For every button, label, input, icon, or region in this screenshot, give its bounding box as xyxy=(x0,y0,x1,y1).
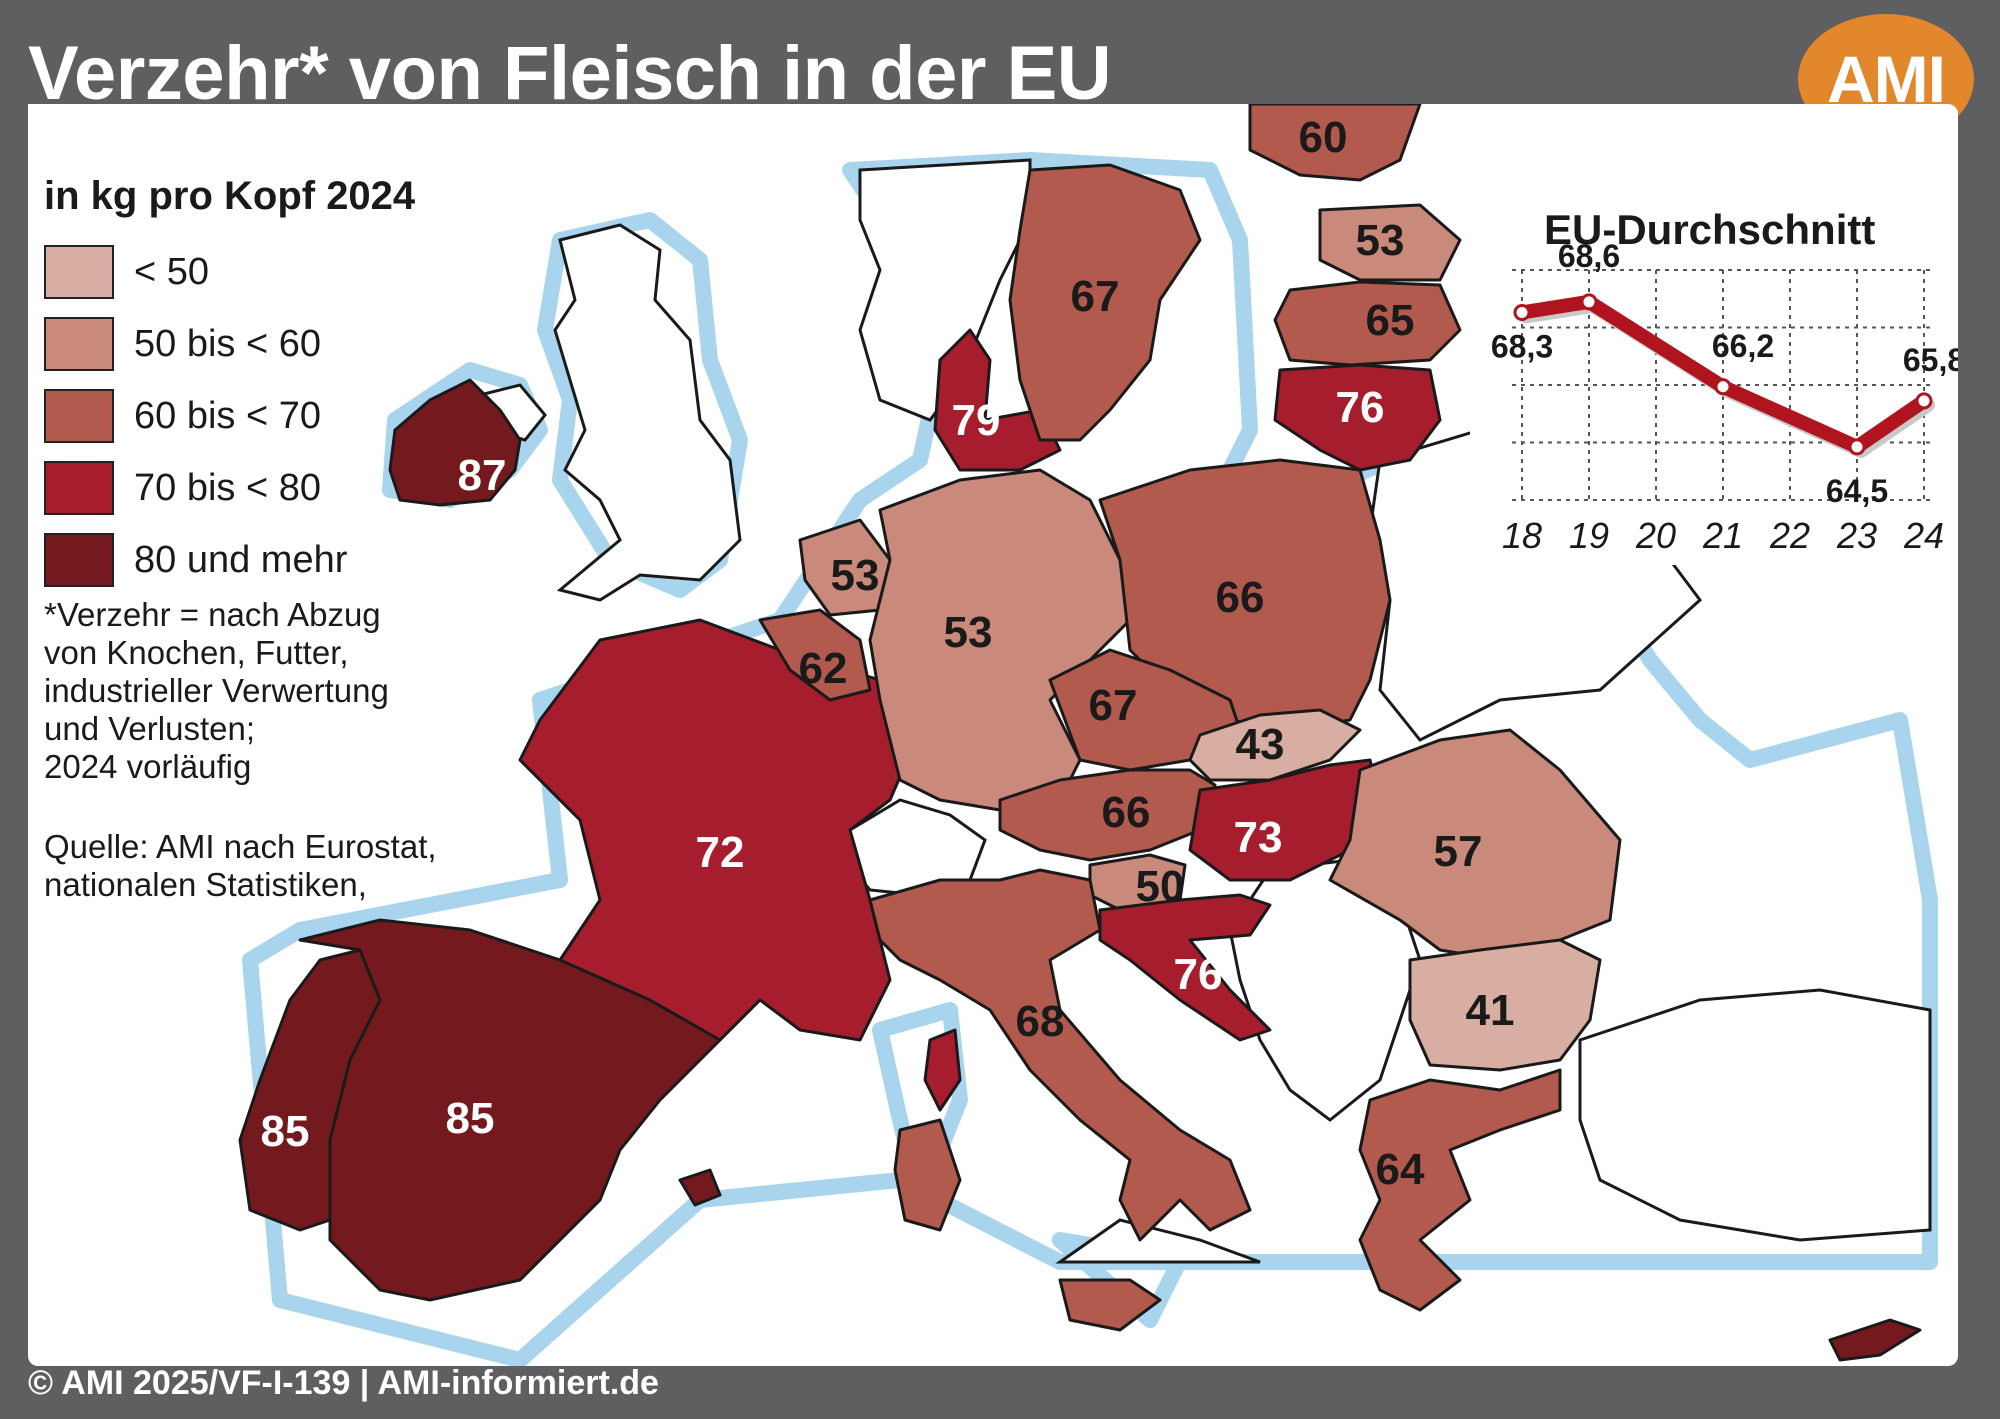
footer-copyright: © AMI 2025/VF-I-139 | AMI-informiert.de xyxy=(28,1364,659,1402)
map-panel: 87 85 85 72 79 76 73 76 67 65 66 67 66 6… xyxy=(28,104,1958,1366)
data-point xyxy=(1848,438,1866,456)
legend-label: 60 bis < 70 xyxy=(134,394,321,437)
legend-item: 60 bis < 70 xyxy=(44,380,347,452)
legend-swatch xyxy=(44,389,114,443)
legend-title: in kg pro Kopf 2024 xyxy=(44,174,416,218)
sicily-shape xyxy=(1058,1278,1162,1332)
x-tick-label: 21 xyxy=(1702,515,1743,556)
map-value-italy: 68 xyxy=(1016,997,1065,1046)
footnote: *Verzehr = nach Abzug von Knochen, Futte… xyxy=(44,596,389,785)
sweden-shape xyxy=(1008,163,1202,442)
map-value-hungary: 73 xyxy=(1234,813,1283,862)
poland-shape xyxy=(1098,458,1392,732)
legend-swatch xyxy=(44,245,114,299)
map-value-netherlands: 53 xyxy=(831,551,880,600)
map-value-spain: 85 xyxy=(446,1094,495,1143)
corsica-shape xyxy=(923,1028,962,1112)
data-point xyxy=(1513,303,1531,321)
balearics-shape xyxy=(678,1168,722,1207)
greece-shape xyxy=(1358,1068,1562,1312)
spain-shape xyxy=(298,918,722,1302)
data-label: 64,5 xyxy=(1826,473,1888,509)
map-value-estonia: 53 xyxy=(1356,216,1405,265)
x-tick-label: 22 xyxy=(1769,515,1810,556)
croatia-shape xyxy=(1098,893,1272,1042)
source-note: Quelle: AMI nach Eurostat, nationalen St… xyxy=(44,828,437,903)
data-label: 68,3 xyxy=(1491,328,1553,364)
data-label: 65,8 xyxy=(1903,342,1958,378)
x-tick-label: 23 xyxy=(1836,515,1877,556)
map-value-sweden: 67 xyxy=(1071,272,1120,321)
europe-map: 87 85 85 72 79 76 73 76 67 65 66 67 66 6… xyxy=(238,104,1958,1366)
data-point xyxy=(1714,378,1732,396)
map-value-greece: 64 xyxy=(1376,1145,1425,1194)
legend-swatch xyxy=(44,317,114,371)
map-value-portugal: 85 xyxy=(261,1107,310,1156)
map-value-bulgaria: 41 xyxy=(1466,986,1515,1035)
legend-label: < 50 xyxy=(134,250,210,293)
italy-shape xyxy=(868,868,1252,1242)
x-tick-label: 18 xyxy=(1502,515,1542,556)
sardinia-shape xyxy=(893,1118,962,1232)
legend-label: 70 bis < 80 xyxy=(134,466,321,509)
lithuania-shape xyxy=(1273,363,1442,472)
x-tick-label: 20 xyxy=(1635,515,1676,556)
data-point xyxy=(1580,293,1598,311)
bulgaria-shape xyxy=(1408,938,1602,1072)
logo-text: AMI xyxy=(1827,42,1946,116)
africa-shape xyxy=(1055,1218,1261,1264)
finland-shape xyxy=(1248,104,1422,182)
map-value-czechia: 67 xyxy=(1089,681,1138,730)
page-title: Verzehr* von Fleisch in der EU xyxy=(28,31,1112,116)
latvia-shape xyxy=(1273,280,1462,367)
legend: < 50 50 bis < 60 60 bis < 70 70 bis < 80… xyxy=(44,236,347,596)
legend-item: 70 bis < 80 xyxy=(44,452,347,524)
legend-swatch xyxy=(44,461,114,515)
map-value-finland: 60 xyxy=(1299,113,1348,162)
map-value-romania: 57 xyxy=(1434,827,1483,876)
estonia-shape xyxy=(1318,203,1462,282)
legend-item: < 50 xyxy=(44,236,347,308)
map-value-poland: 66 xyxy=(1216,573,1265,622)
map-value-austria: 66 xyxy=(1102,788,1151,837)
map-value-slovenia: 50 xyxy=(1136,862,1185,911)
map-value-latvia: 65 xyxy=(1366,296,1415,345)
belgium-shape xyxy=(758,608,872,702)
map-value-france: 72 xyxy=(696,828,745,877)
slovakia-shape xyxy=(1188,708,1362,782)
turkey-shape xyxy=(1578,988,1932,1242)
x-tick-label: 24 xyxy=(1903,515,1944,556)
map-value-germany: 53 xyxy=(944,608,993,657)
map-value-belgium: 62 xyxy=(799,644,848,693)
data-point xyxy=(1915,392,1933,410)
legend-label: 50 bis < 60 xyxy=(134,322,321,365)
ireland-shape xyxy=(388,378,522,507)
legend-swatch xyxy=(44,533,114,587)
map-value-ireland: 87 xyxy=(458,451,507,500)
map-value-croatia: 76 xyxy=(1174,950,1223,999)
data-label: 66,2 xyxy=(1712,328,1774,364)
cyprus-shape xyxy=(1828,1318,1922,1362)
map-value-lithuania: 76 xyxy=(1336,383,1385,432)
great-britain-shape xyxy=(553,223,742,602)
x-tick-label: 19 xyxy=(1569,515,1609,556)
map-value-denmark: 79 xyxy=(952,396,1001,445)
legend-label: 80 und mehr xyxy=(134,538,348,581)
legend-item: 80 und mehr xyxy=(44,524,347,596)
inset-chart: 18 19 20 21 22 23 24 68,3 68,6 66,2 64,5 65,8 xyxy=(1491,238,1958,556)
inset-chart-title: EU-Durchschnitt xyxy=(1544,206,1876,253)
data-label: 68,6 xyxy=(1558,238,1620,274)
map-value-slovakia: 43 xyxy=(1236,720,1285,769)
legend-item: 50 bis < 60 xyxy=(44,308,347,380)
